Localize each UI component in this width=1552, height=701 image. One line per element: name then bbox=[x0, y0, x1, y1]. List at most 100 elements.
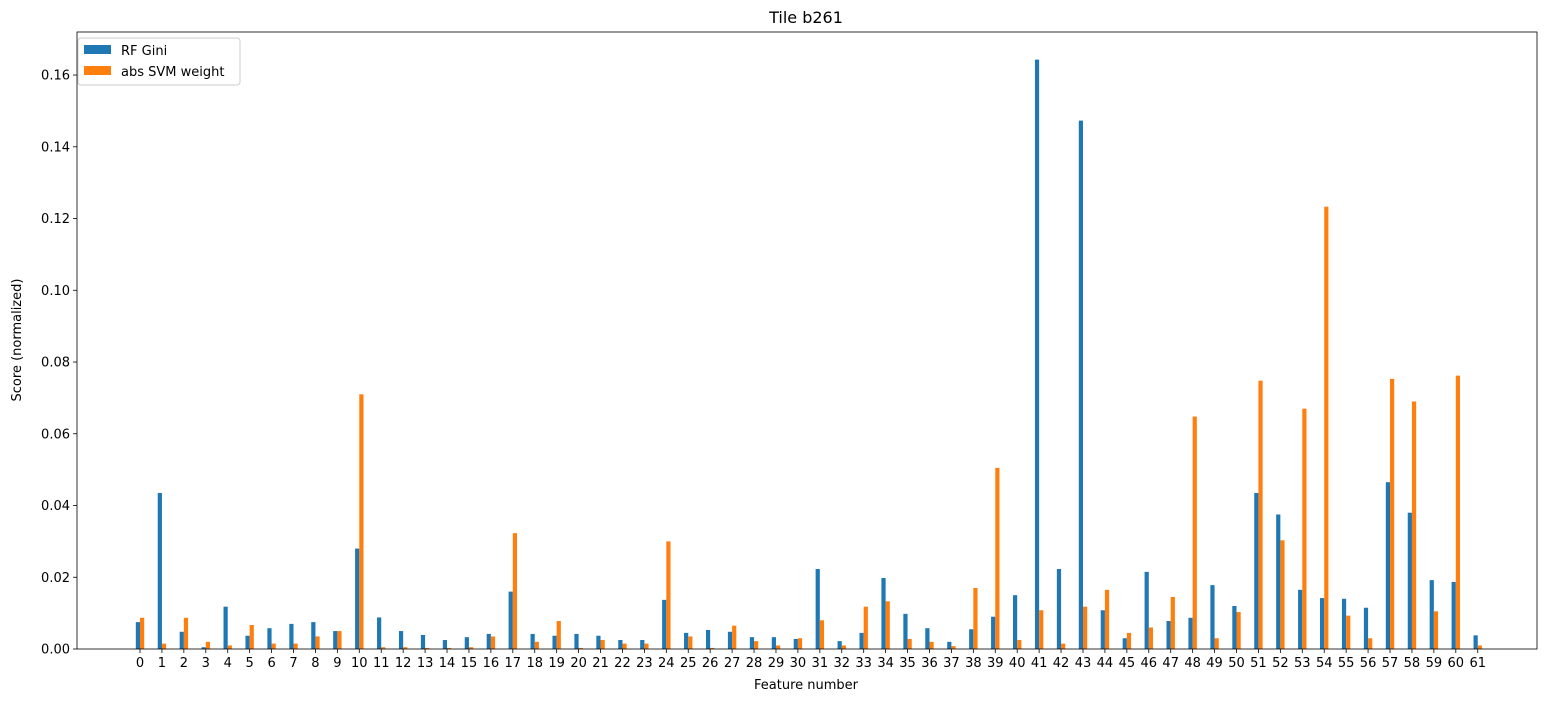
bar-abs-svm-weight-56 bbox=[1368, 638, 1373, 649]
bar-abs-svm-weight-8 bbox=[315, 636, 320, 649]
x-tick-label: 60 bbox=[1448, 656, 1465, 671]
bar-abs-svm-weight-49 bbox=[1214, 638, 1219, 649]
x-tick-label: 57 bbox=[1382, 656, 1399, 671]
x-tick-label: 19 bbox=[548, 656, 565, 671]
bar-rf-gini-15 bbox=[464, 637, 469, 649]
y-tick-label: 0.04 bbox=[41, 499, 70, 514]
bar-abs-svm-weight-10 bbox=[359, 394, 364, 649]
bar-rf-gini-36 bbox=[925, 628, 930, 649]
bar-abs-svm-weight-16 bbox=[490, 636, 496, 649]
x-tick-label: 37 bbox=[943, 656, 960, 671]
bar-abs-svm-weight-12 bbox=[403, 647, 408, 649]
x-tick-label: 25 bbox=[680, 656, 697, 671]
bar-rf-gini-6 bbox=[267, 628, 272, 649]
bar-rf-gini-3 bbox=[201, 647, 206, 649]
x-tick-label: 28 bbox=[746, 656, 763, 671]
x-axis-label: Feature number bbox=[754, 678, 859, 693]
x-tick-label: 27 bbox=[724, 656, 741, 671]
bar-rf-gini-20 bbox=[574, 633, 579, 649]
x-tick-label: 44 bbox=[1097, 656, 1114, 671]
bar-abs-svm-weight-58 bbox=[1411, 401, 1417, 649]
bar-abs-svm-weight-19 bbox=[556, 621, 561, 649]
bar-rf-gini-38 bbox=[969, 629, 974, 649]
bar-abs-svm-weight-11 bbox=[381, 647, 386, 649]
y-axis: 0.00 0.02 0.04 0.06 0.08 0.10 0.12 0.14 0.16 bbox=[41, 69, 77, 658]
bar-rf-gini-29 bbox=[771, 637, 776, 649]
bar-abs-svm-weight-36 bbox=[929, 641, 934, 649]
bar-rf-gini-19 bbox=[552, 635, 557, 649]
x-tick-label: 21 bbox=[592, 656, 609, 671]
x-tick-label: 36 bbox=[921, 656, 938, 671]
bar-rf-gini-21 bbox=[596, 635, 601, 649]
bar-abs-svm-weight-57 bbox=[1390, 378, 1395, 649]
bar-abs-svm-weight-25 bbox=[688, 636, 693, 649]
x-tick-label: 15 bbox=[461, 656, 478, 671]
bar-abs-svm-weight-61 bbox=[1477, 645, 1482, 649]
x-tick-label: 33 bbox=[855, 656, 872, 671]
x-tick-label: 5 bbox=[246, 656, 254, 671]
bar-abs-svm-weight-43 bbox=[1082, 606, 1088, 649]
x-tick-label: 51 bbox=[1250, 656, 1267, 671]
x-tick-label: 42 bbox=[1053, 656, 1070, 671]
x-tick-label: 52 bbox=[1272, 656, 1289, 671]
x-tick-label: 17 bbox=[505, 656, 522, 671]
x-tick-label: 16 bbox=[483, 656, 500, 671]
bar-rf-gini-22 bbox=[618, 640, 623, 649]
bar-abs-svm-weight-3 bbox=[205, 641, 210, 649]
bar-rf-gini-59 bbox=[1429, 580, 1434, 649]
bar-rf-gini-35 bbox=[903, 613, 908, 649]
bar-rf-gini-57 bbox=[1385, 482, 1391, 649]
x-tick-label: 43 bbox=[1075, 656, 1092, 671]
bar-abs-svm-weight-35 bbox=[907, 638, 912, 649]
bar-rf-gini-47 bbox=[1166, 621, 1171, 649]
bar-abs-svm-weight-1 bbox=[161, 643, 167, 649]
bar-abs-svm-weight-46 bbox=[1148, 627, 1153, 649]
bar-abs-svm-weight-34 bbox=[885, 601, 890, 649]
x-tick-label: 14 bbox=[439, 656, 456, 671]
bar-abs-svm-weight-18 bbox=[534, 641, 539, 649]
bar-rf-gini-34 bbox=[881, 577, 886, 649]
bar-abs-svm-weight-2 bbox=[183, 617, 189, 649]
bar-rf-gini-46 bbox=[1144, 571, 1149, 650]
bar-rf-gini-10 bbox=[355, 548, 360, 649]
bar-abs-svm-weight-52 bbox=[1280, 540, 1285, 649]
bar-rf-gini-28 bbox=[749, 637, 755, 649]
bar-rf-gini-53 bbox=[1298, 589, 1303, 649]
legend-swatch-rf-gini bbox=[84, 45, 111, 54]
bar-abs-svm-weight-51 bbox=[1258, 380, 1263, 649]
bar-abs-svm-weight-0 bbox=[140, 617, 145, 649]
bar-rf-gini-24 bbox=[662, 599, 667, 649]
bar-abs-svm-weight-20 bbox=[578, 647, 583, 649]
x-tick-label: 49 bbox=[1206, 656, 1223, 671]
bar-abs-svm-weight-54 bbox=[1324, 206, 1329, 649]
bar-abs-svm-weight-50 bbox=[1236, 612, 1241, 649]
bar-abs-svm-weight-7 bbox=[293, 643, 298, 649]
legend-label-abs-svm-weight: abs SVM weight bbox=[121, 65, 224, 80]
bar-rf-gini-4 bbox=[223, 606, 228, 649]
bar-rf-gini-23 bbox=[640, 640, 645, 649]
y-tick-label: 0.08 bbox=[41, 356, 70, 371]
x-tick-label: 59 bbox=[1426, 656, 1443, 671]
bar-abs-svm-weight-39 bbox=[995, 467, 1000, 649]
bar-abs-svm-weight-55 bbox=[1346, 615, 1351, 649]
x-tick-label: 3 bbox=[202, 656, 210, 671]
bar-rf-gini-40 bbox=[1013, 595, 1018, 649]
bar-rf-gini-12 bbox=[398, 631, 404, 649]
x-tick-label: 26 bbox=[702, 656, 719, 671]
bar-rf-gini-16 bbox=[486, 633, 491, 649]
bar-rf-gini-58 bbox=[1407, 512, 1412, 649]
bar-rf-gini-7 bbox=[289, 623, 294, 649]
plot-frame bbox=[76, 31, 1538, 650]
x-tick-label: 48 bbox=[1184, 656, 1201, 671]
bar-rf-gini-54 bbox=[1320, 598, 1325, 649]
bar-rf-gini-43 bbox=[1078, 120, 1083, 650]
bar-abs-svm-weight-30 bbox=[797, 638, 803, 649]
bar-rf-gini-61 bbox=[1473, 635, 1478, 649]
bar-rf-gini-48 bbox=[1188, 617, 1193, 649]
bar-rf-gini-26 bbox=[705, 629, 711, 649]
bar-abs-svm-weight-5 bbox=[249, 624, 254, 649]
bar-abs-svm-weight-23 bbox=[644, 643, 649, 649]
bar-abs-svm-weight-59 bbox=[1433, 611, 1439, 649]
bar-abs-svm-weight-14 bbox=[447, 647, 452, 649]
bars-group bbox=[135, 59, 1482, 650]
